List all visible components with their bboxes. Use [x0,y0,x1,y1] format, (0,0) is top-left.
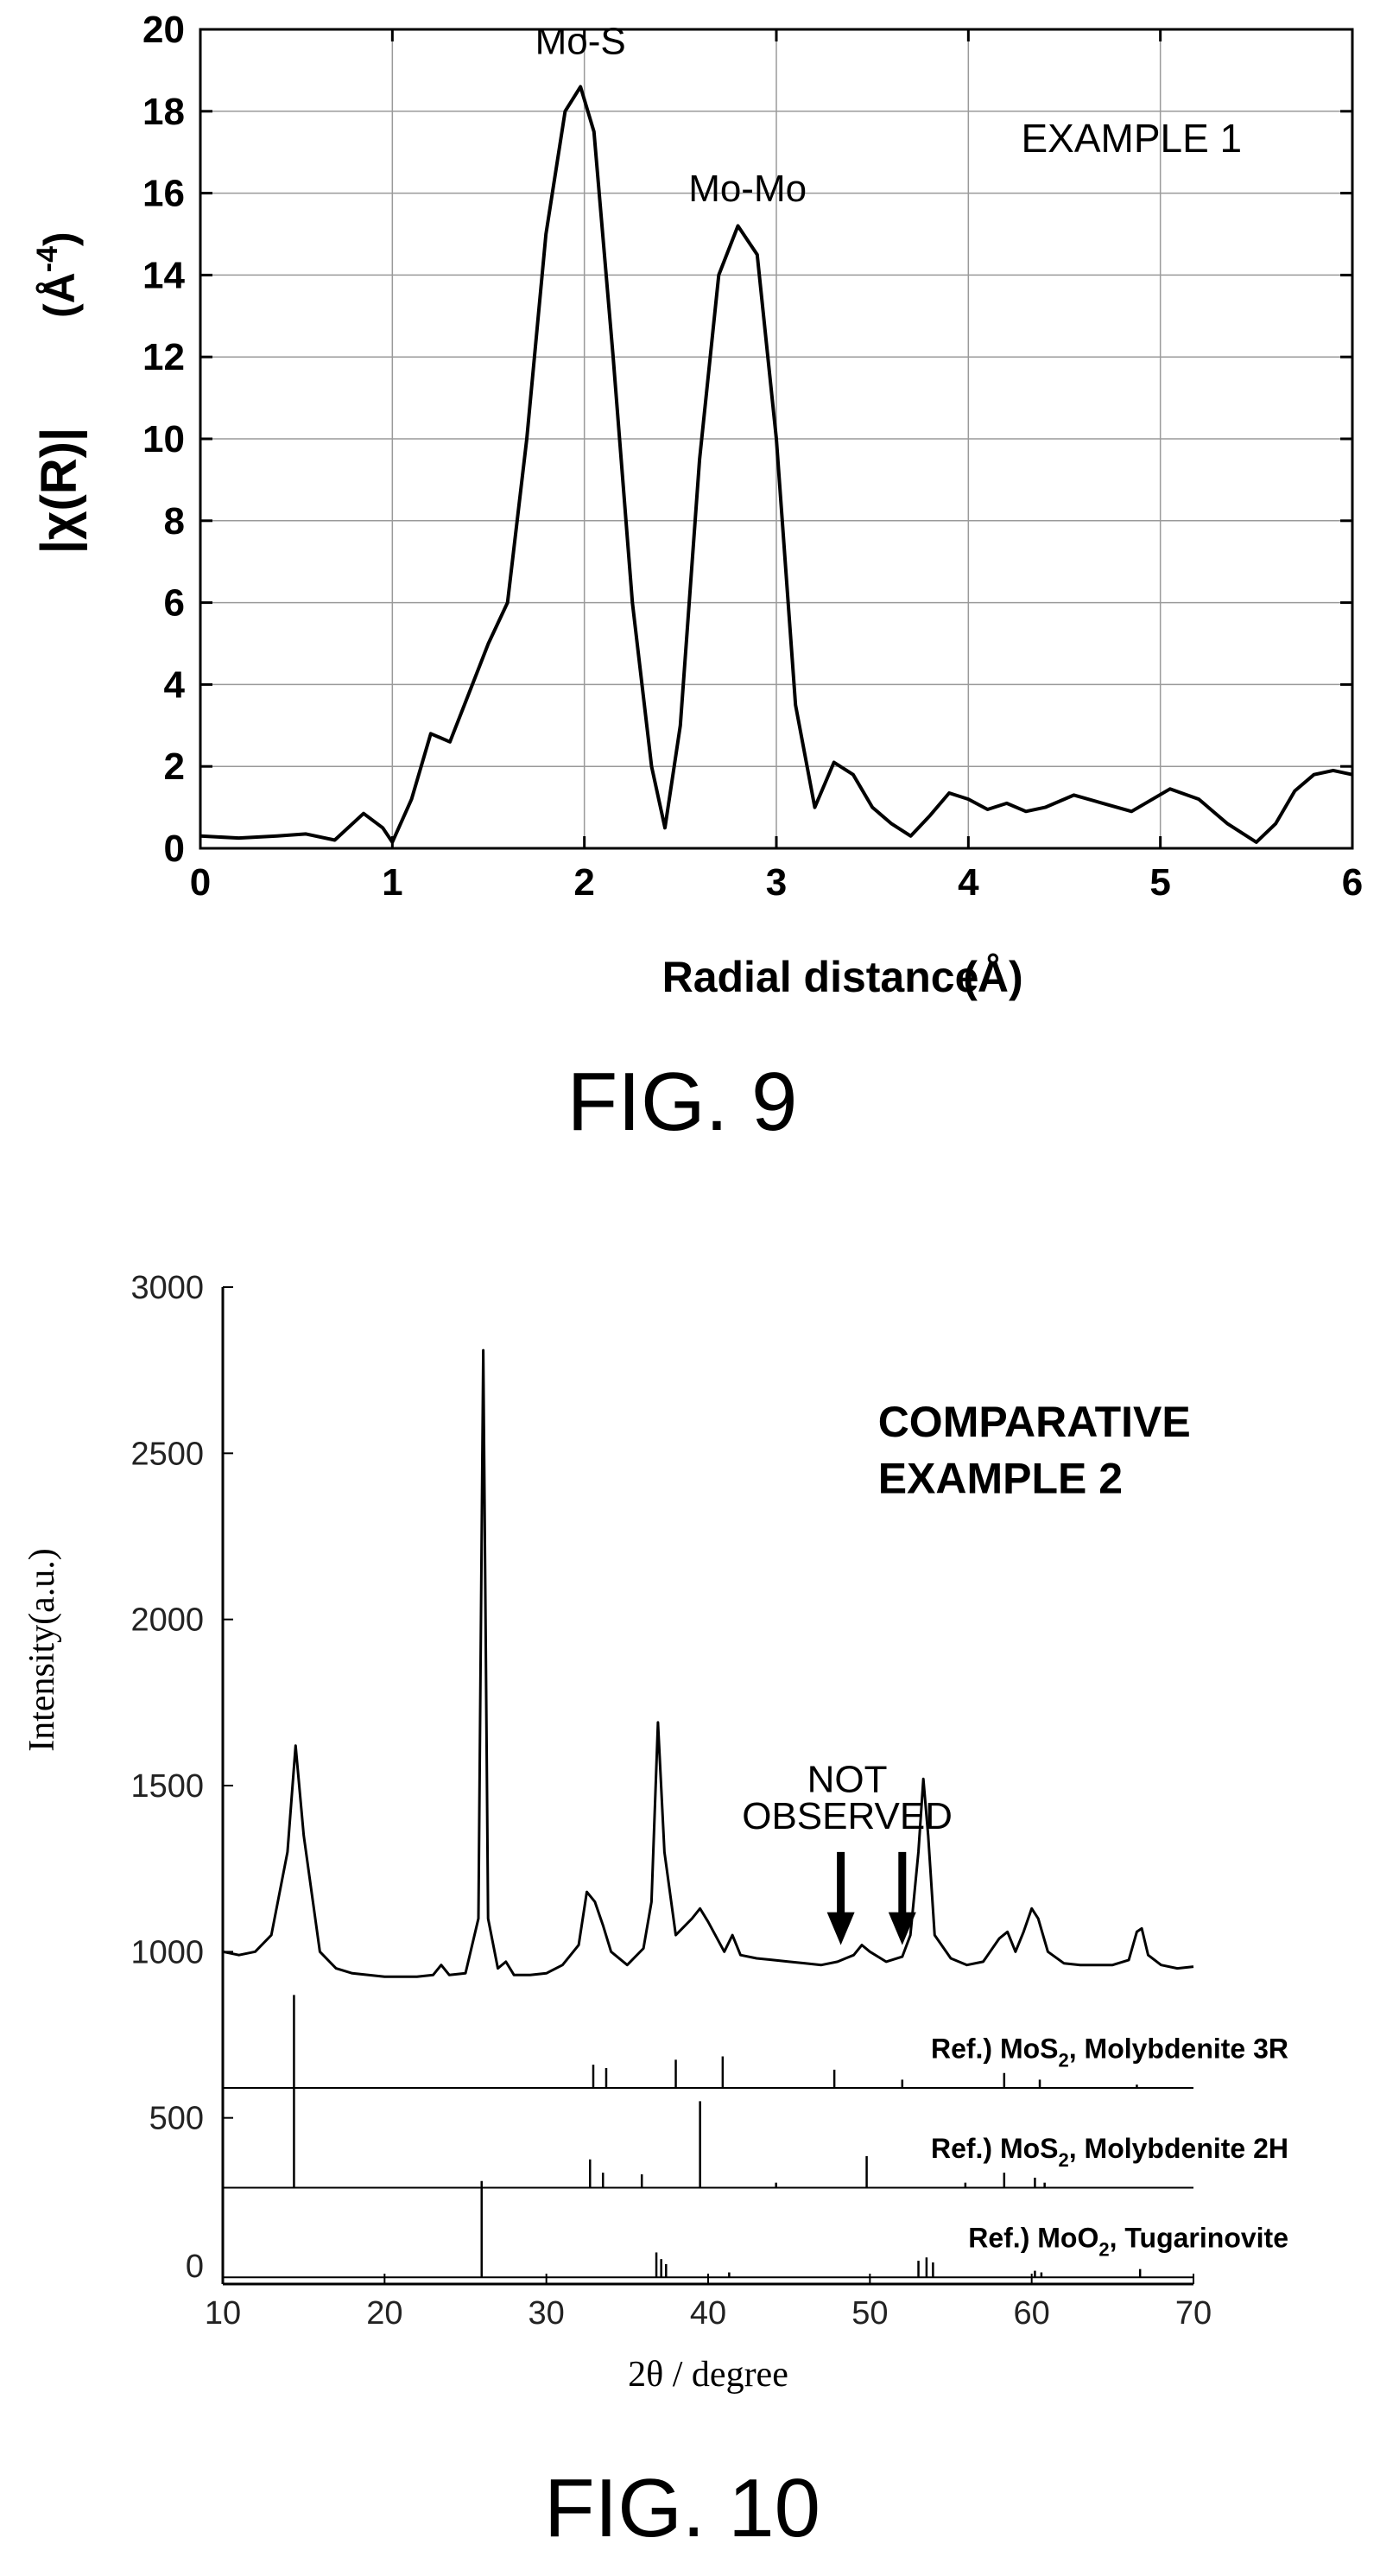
fig9-x-tick-label: 4 [958,861,979,904]
fig9-y-tick-label: 8 [164,500,185,542]
fig10-chart: 10 20 30 40 50 60 70 500 1000 1500 2000 2500 3000 0 R… [22,1270,1288,2554]
fig10-y-tick-label: 1000 [130,1934,204,1970]
fig10-reference-formula-subscript: 2 [1059,2049,1069,2071]
fig9-y-tick-label: 18 [142,91,185,133]
fig9-y-tick-label: 6 [164,582,185,625]
fig10-x-tick-label: 10 [205,2295,241,2332]
fig10-reference-mineral: , Tugarinovite [1110,2223,1288,2254]
fig10-x-tick-label: 40 [690,2295,726,2332]
fig10-annotation-example-2: EXAMPLE 2 [878,1454,1123,1502]
fig9-x-tick-label: 0 [190,861,211,904]
fig10-xlabel: 2θ / degree [628,2355,788,2395]
fig10-annotation-not: NOT [807,1759,888,1801]
fig10-series-line [222,1348,1194,1978]
fig10-caption: FIG. 10 [544,2462,820,2554]
fig10-arrow-head [826,1912,855,1945]
fig9-xlabel-unit: (Å) [963,953,1022,1001]
fig9-y-tick-label: 12 [142,336,185,378]
fig10-reference-formula-subscript: 2 [1059,2149,1069,2171]
fig9-x-tick-label: 2 [573,861,594,904]
fig10-arrows [826,1851,916,1945]
fig10-reference-label-prefix: Ref.) [931,2033,1000,2064]
fig10-reference-label: Ref.) MoO2, Tugarinovite [968,2223,1288,2261]
fig10-reference-label-prefix: Ref.) [931,2133,1000,2164]
fig10-x-tick-label: 20 [366,2295,402,2332]
fig10-y-tick-label: 2500 [130,1436,204,1472]
fig9-gridlines [200,29,1352,848]
fig10-reference-formula: MoS [1000,2033,1059,2064]
fig10-reference-formula: MoS [1000,2133,1059,2164]
fig9-annotation-mo-s: Mo-S [535,20,626,62]
fig9-x-tick-label: 3 [766,861,787,904]
fig10-y-tick-label: 3000 [130,1270,204,1306]
fig9-ylabel-unit-base: (Å [35,272,84,318]
fig9-y-tick-label: 0 [164,828,185,870]
fig10-y-tick-label: 0 [186,2249,204,2285]
fig10-reference-mineral: , Molybdenite 3R [1069,2033,1288,2064]
fig9-x-tick-label: 6 [1342,861,1363,904]
fig9-y-tick-label: 14 [142,254,185,296]
fig10-reference-label: Ref.) MoS2, Molybdenite 2H [931,2133,1288,2171]
fig10-reference-pattern: Ref.) MoO2, Tugarinovite [223,2180,1288,2279]
fig9-annotation-mo-mo: Mo-Mo [688,168,807,210]
fig9-y-tick-label: 4 [164,663,186,706]
fig9-y-tick-label: 2 [164,746,185,788]
fig10-reference-label: Ref.) MoS2, Molybdenite 3R [931,2033,1288,2071]
fig10-arrow-head [888,1912,916,1945]
fig9-x-axis-label: Radial distance (Å) [662,953,1023,1001]
fig10-y-tick-label: 1500 [130,1768,204,1805]
fig10-annotation-comparative: COMPARATIVE [878,1398,1191,1446]
fig9-ylabel-unit-close: ) [35,232,84,246]
fig10-x-tick-label: 70 [1175,2295,1212,2332]
fig9-y-axis-label: |χ(R)| (Å-4) [31,232,87,554]
fig9-ylabel-unit: (Å-4) [31,232,84,318]
fig9-caption: FIG. 9 [567,1056,798,1148]
fig9-ylabel-unit-exp: -4 [31,246,64,272]
fig10-annotation-observed: OBSERVED [742,1795,953,1837]
fig9-y-tick-label: 20 [142,9,185,51]
fig9-x-tick-label: 1 [382,861,402,904]
fig10-reference-mineral: , Molybdenite 2H [1069,2133,1288,2164]
fig10-x-tick-label: 50 [851,2295,888,2332]
fig10-reference-pattern: Ref.) MoS2, Molybdenite 2H [223,2088,1288,2189]
fig10-x-tick-label: 30 [529,2295,565,2332]
fig10-y-tick-label: 500 [149,2101,204,2137]
fig9-series-line [199,85,1353,844]
fig9-y-tick-label: 16 [142,173,185,215]
fig10-reference-formula-subscript: 2 [1098,2239,1109,2261]
fig10-x-tick-label: 60 [1014,2295,1050,2332]
fig9-ylabel: |χ(R)| [31,428,87,554]
fig10-ticks: 10 20 30 40 50 60 70 500 1000 1500 2000 2500 3000 0 [130,1270,1212,2332]
fig10-reference-pattern: Ref.) MoS2, Molybdenite 3R [223,1995,1288,2090]
fig9-annotation-example-1: EXAMPLE 1 [1021,116,1242,161]
fig10-reference-formula: MoO [1037,2223,1098,2254]
fig9-xlabel: Radial distance [662,953,979,1001]
fig9-y-tick-label: 10 [142,418,185,460]
fig10-reference-label-prefix: Ref.) [968,2223,1037,2254]
fig9-x-tick-label: 5 [1149,861,1170,904]
fig10-ylabel: Intensity(a.u.) [22,1548,62,1752]
fig10-y-tick-label: 2000 [130,1602,204,1639]
